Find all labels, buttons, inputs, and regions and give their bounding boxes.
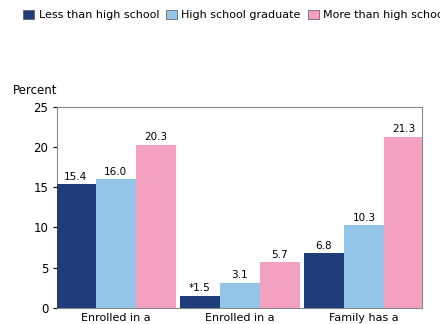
- Bar: [384, 137, 424, 308]
- Text: 6.8: 6.8: [315, 241, 332, 251]
- Text: 16.0: 16.0: [104, 167, 127, 177]
- Bar: [55, 184, 95, 308]
- Text: 20.3: 20.3: [144, 132, 167, 142]
- Text: 3.1: 3.1: [231, 271, 248, 281]
- Bar: [304, 253, 344, 308]
- Bar: [180, 296, 220, 308]
- Bar: [220, 283, 260, 308]
- Text: Percent: Percent: [13, 84, 58, 97]
- Text: 21.3: 21.3: [392, 124, 416, 134]
- Text: 5.7: 5.7: [271, 249, 288, 260]
- Legend: Less than high school, High school graduate, More than high school: Less than high school, High school gradu…: [19, 6, 440, 25]
- Bar: [136, 145, 176, 308]
- Bar: [344, 225, 384, 308]
- Text: 15.4: 15.4: [64, 172, 87, 182]
- Bar: [260, 262, 300, 308]
- Text: *1.5: *1.5: [189, 283, 210, 293]
- Text: 10.3: 10.3: [352, 213, 375, 223]
- Bar: [95, 179, 136, 308]
